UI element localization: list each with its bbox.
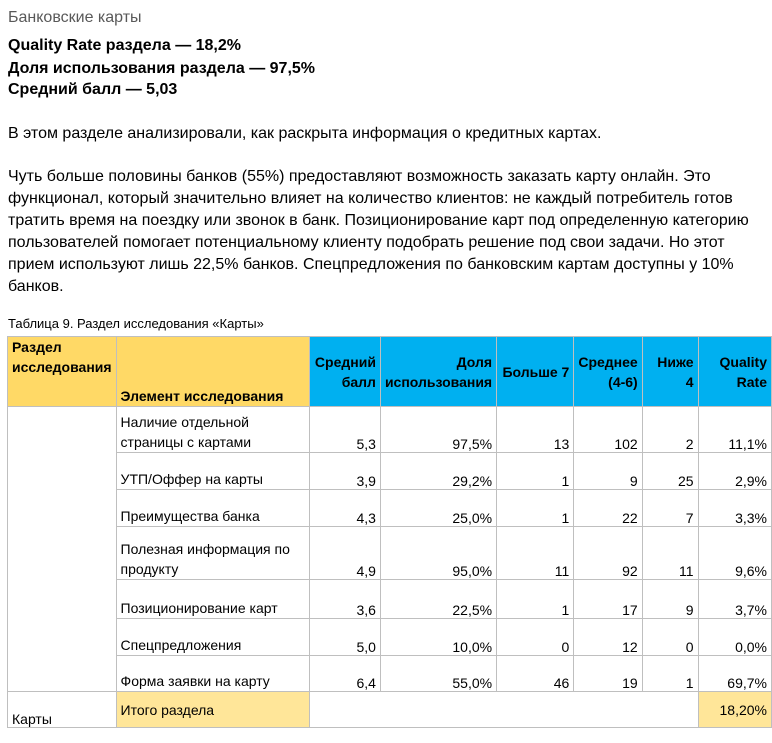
usage-share: 97,5% <box>379 406 498 453</box>
quality-rate: 9,6% <box>697 526 772 580</box>
table-row: Наличие отдельной страницы с картами 5,3… <box>7 406 772 692</box>
total-empty-cell <box>309 691 699 728</box>
element-name: Позиционирование карт <box>115 579 311 619</box>
average-4-6-count: 19 <box>573 655 643 692</box>
average-4-6-count: 102 <box>573 406 643 453</box>
section-name: Карты <box>7 691 117 728</box>
above-7-count: 1 <box>496 579 575 619</box>
usage-share: 95,0% <box>379 526 498 580</box>
usage-share: 55,0% <box>379 655 498 692</box>
above-7-count: 13 <box>496 406 575 453</box>
element-name: Наличие отдельной страницы с картами <box>115 406 311 453</box>
total-quality-rate: 18,20% <box>697 691 772 728</box>
table-caption: Таблица 9. Раздел исследования «Карты» <box>8 316 264 331</box>
section-title: Банковские карты <box>8 9 142 26</box>
quality-rate: 0,0% <box>697 618 772 656</box>
above-7-count: 1 <box>496 452 575 490</box>
header-quality-rate: Quality Rate <box>697 336 772 407</box>
usage-share: 25,0% <box>379 489 498 527</box>
body-paragraph: Чуть больше половины банков (55%) предос… <box>8 168 749 295</box>
below-4-count: 11 <box>641 526 699 580</box>
average-4-6-count: 22 <box>573 489 643 527</box>
header-element: Элемент исследования <box>115 336 311 407</box>
table-row: Позиционирование карт 3,6 22,5% 1 17 9 3… <box>8 579 772 619</box>
header-average-score: Средний балл <box>309 336 381 407</box>
intro-paragraph: В этом разделе анализировали, как раскры… <box>8 125 602 142</box>
table-row: Спецпредложения 5,0 10,0% 0 12 0 0,0% <box>8 618 772 656</box>
average-4-6-count: 12 <box>573 618 643 656</box>
element-name: УТП/Оффер на карты <box>115 452 311 490</box>
table-row: Преимущества банка 4,3 25,0% 1 22 7 3,3% <box>8 489 772 527</box>
usage-share: 10,0% <box>379 618 498 656</box>
header-below-4: Ниже 4 <box>641 336 699 407</box>
below-4-count: 9 <box>641 579 699 619</box>
element-name: Форма заявки на карту <box>115 655 311 692</box>
average-score: 5,3 <box>309 406 381 453</box>
average-score: 6,4 <box>309 655 381 692</box>
section-spacer <box>7 406 117 692</box>
average-score: 4,3 <box>309 489 381 527</box>
average-score: 3,6 <box>309 579 381 619</box>
table-row: Полезная информация по продукту 4,9 95,0… <box>8 526 772 580</box>
header-above-7: Больше 7 <box>496 336 575 407</box>
element-name: Преимущества банка <box>115 489 311 527</box>
below-4-count: 0 <box>641 618 699 656</box>
usage-share-metric: Доля использования раздела — 97,5% <box>8 60 316 77</box>
quality-rate: 11,1% <box>697 406 772 453</box>
usage-share: 22,5% <box>379 579 498 619</box>
average-score: 5,0 <box>309 618 381 656</box>
average-4-6-count: 92 <box>573 526 643 580</box>
table-total-row: Карты Итого раздела 18,20% <box>7 691 772 728</box>
element-name: Спецпредложения <box>115 618 311 656</box>
quality-rate: 69,7% <box>697 655 772 692</box>
element-name: Полезная информация по продукту <box>115 526 311 580</box>
quality-rate-metric: Quality Rate раздела — 18,2% <box>8 37 241 54</box>
quality-rate: 3,7% <box>697 579 772 619</box>
header-average-4-6: Среднее (4-6) <box>573 336 643 407</box>
average-score: 3,9 <box>309 452 381 490</box>
usage-share: 29,2% <box>379 452 498 490</box>
research-table: Раздел исследования Элемент исследования… <box>7 336 772 728</box>
header-usage-share: Доля использования <box>379 336 498 407</box>
average-score: 4,9 <box>309 526 381 580</box>
table-header-row: Раздел исследования Элемент исследования… <box>7 336 772 407</box>
above-7-count: 1 <box>496 489 575 527</box>
above-7-count: 0 <box>496 618 575 656</box>
above-7-count: 46 <box>496 655 575 692</box>
header-section: Раздел исследования <box>7 336 117 407</box>
average-score-metric: Средний балл — 5,03 <box>8 81 178 98</box>
quality-rate: 3,3% <box>697 489 772 527</box>
average-4-6-count: 9 <box>573 452 643 490</box>
quality-rate: 2,9% <box>697 452 772 490</box>
table-row: Форма заявки на карту 6,4 55,0% 46 19 1 … <box>8 655 772 692</box>
table-row: УТП/Оффер на карты 3,9 29,2% 1 9 25 2,9% <box>8 452 772 490</box>
below-4-count: 1 <box>641 655 699 692</box>
average-4-6-count: 17 <box>573 579 643 619</box>
above-7-count: 11 <box>496 526 575 580</box>
below-4-count: 7 <box>641 489 699 527</box>
total-label: Итого раздела <box>115 691 311 728</box>
below-4-count: 25 <box>641 452 699 490</box>
below-4-count: 2 <box>641 406 699 453</box>
